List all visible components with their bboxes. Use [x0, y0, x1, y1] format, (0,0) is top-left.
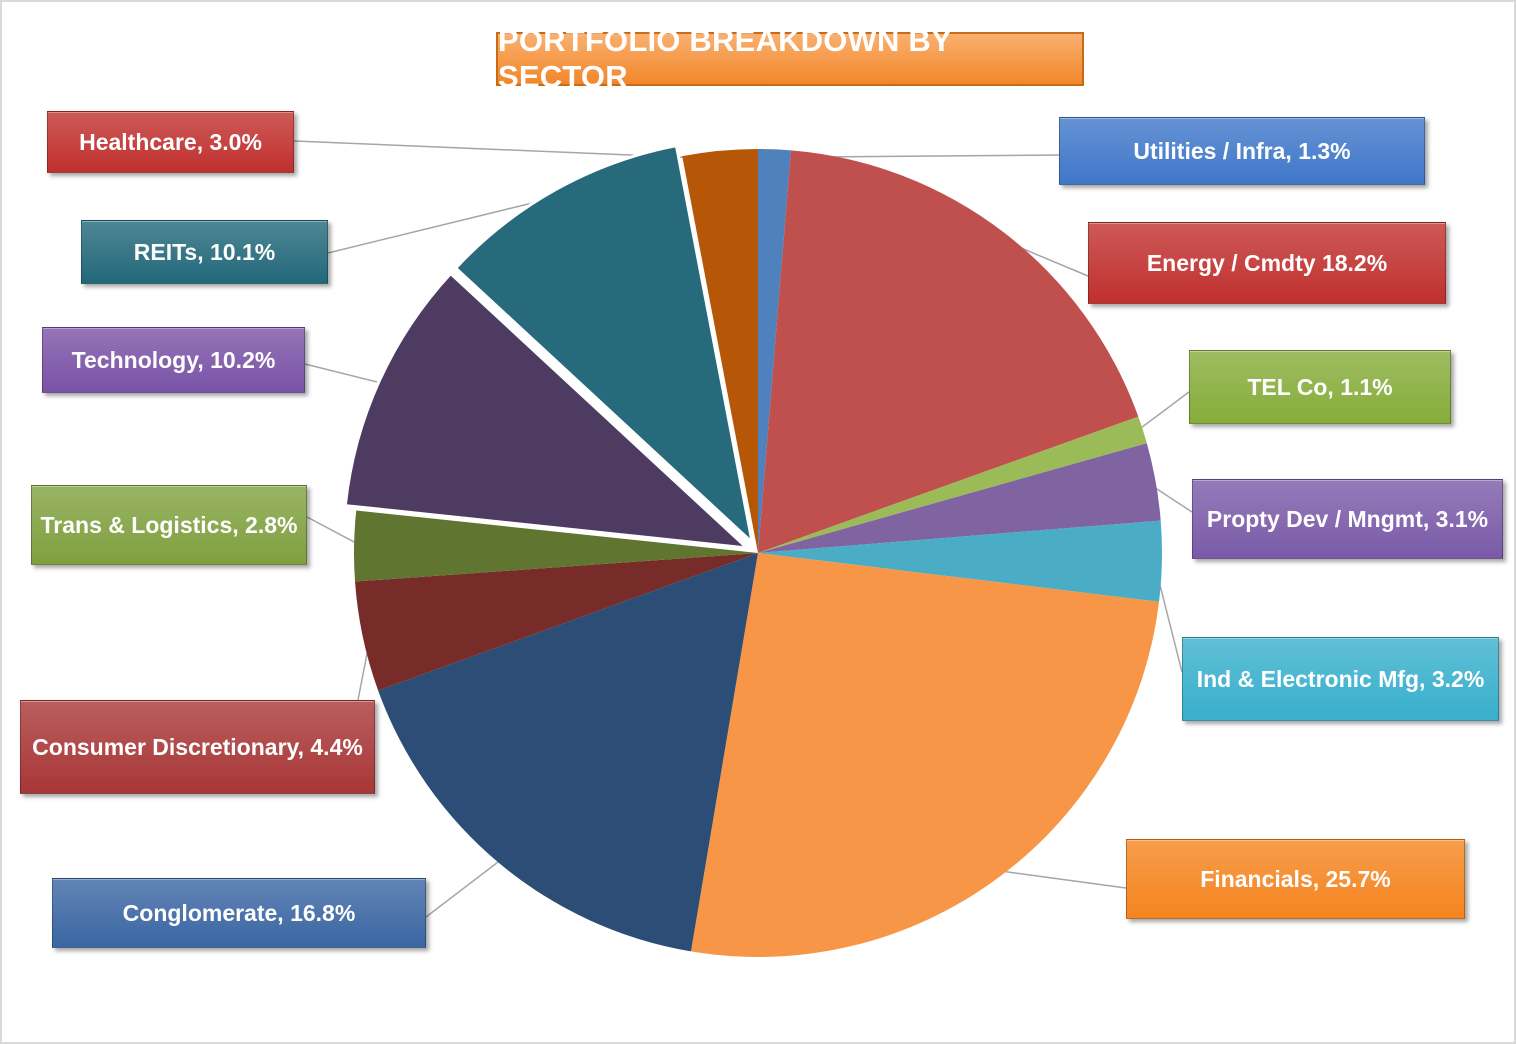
data-label: TEL Co, 1.1% — [1189, 350, 1451, 424]
pie-slice-financials — [690, 553, 1160, 957]
pie-slice-technology — [343, 271, 752, 551]
pie-slice-energy-cmdty — [758, 150, 1139, 553]
pie-slice-consumer-discretionary — [355, 553, 758, 691]
data-label: Conglomerate, 16.8% — [52, 878, 426, 948]
data-label: Propty Dev / Mngmt, 3.1% — [1192, 479, 1503, 559]
pie-slice-reits — [453, 143, 755, 547]
pie-slice-tel-co — [758, 416, 1147, 553]
data-label: Energy / Cmdty 18.2% — [1088, 222, 1446, 304]
pie-slice-propty-dev-mngmt — [758, 443, 1161, 553]
data-label: Financials, 25.7% — [1126, 839, 1465, 919]
leader-line — [306, 516, 363, 547]
data-label: Healthcare, 3.0% — [47, 111, 294, 173]
chart-title: PORTFOLIO BREAKDOWN BY SECTOR — [496, 23, 1084, 94]
leader-line — [304, 363, 387, 386]
pie-slice-ind-electronic-mfg — [758, 520, 1162, 602]
data-label: Trans & Logistics, 2.8% — [31, 485, 307, 565]
pie-slice-utilities-infra — [758, 149, 791, 553]
data-label: Ind & Electronic Mfg, 3.2% — [1182, 637, 1499, 721]
pie-slice-conglomerate — [378, 553, 758, 952]
leader-line — [994, 869, 1127, 889]
data-label: Utilities / Infra, 1.3% — [1059, 117, 1425, 185]
pie-slice-healthcare — [682, 149, 758, 553]
data-label: Consumer Discretionary, 4.4% — [20, 700, 375, 794]
leader-line — [1134, 391, 1190, 433]
pie-slices — [343, 143, 1162, 957]
pie-slice-trans-logistics — [354, 510, 758, 582]
data-label: Technology, 10.2% — [42, 327, 305, 393]
leader-line — [425, 856, 505, 918]
leader-line — [327, 195, 561, 254]
data-label: REITs, 10.1% — [81, 220, 328, 284]
